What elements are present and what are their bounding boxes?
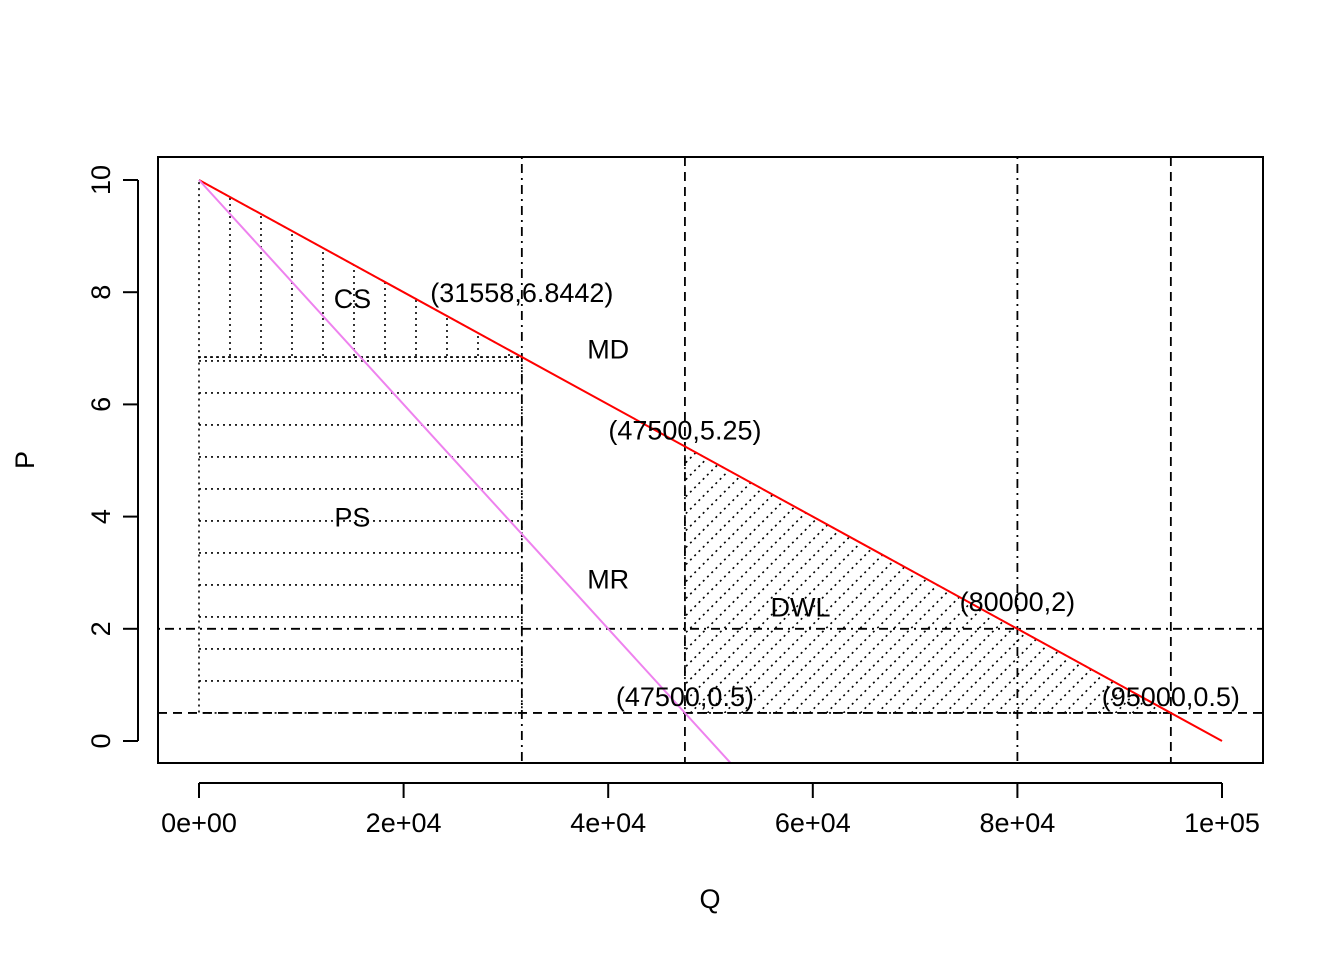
y-tick-label: 2 (86, 621, 116, 636)
dwl-hatch-line (927, 446, 1171, 713)
dwl-hatch-line (961, 446, 1171, 713)
annotation-label: (80000,2) (960, 587, 1076, 617)
annotation-label: MD (587, 334, 629, 364)
dwl-hatch-line (978, 446, 1171, 713)
dwl-hatch-line (1114, 446, 1171, 713)
y-axis-title: P (10, 451, 40, 469)
y-tick-label: 4 (86, 509, 116, 524)
dwl-hatch-line (859, 446, 1128, 713)
dwl-hatch-line (774, 446, 1043, 713)
dwl-hatch-line (684, 446, 873, 713)
dwl-hatch-line (1063, 446, 1171, 713)
dwl-hatching (684, 446, 1171, 713)
y-axis: 0 2 4 6 8 10 (86, 165, 139, 749)
dwl-hatch-line (842, 446, 1111, 713)
dwl-hatch-line (684, 446, 907, 713)
dwl-hatch-line (684, 446, 703, 713)
dwl-hatch-line (757, 446, 1026, 713)
dwl-hatch-line (1080, 446, 1171, 713)
plot-area (158, 157, 1263, 763)
dwl-hatch-line (684, 446, 805, 713)
x-tick-label: 8e+04 (979, 808, 1055, 838)
dwl-hatch-line (1097, 446, 1171, 713)
dwl-hatch-line (995, 446, 1171, 713)
x-tick-label: 6e+04 (775, 808, 851, 838)
x-axis-title: Q (699, 884, 720, 914)
dwl-hatch-line (1012, 446, 1171, 713)
dwl-hatch-line (684, 446, 771, 713)
annotation-label: (95000,0.5) (1102, 682, 1240, 712)
y-tick-label: 10 (86, 165, 116, 195)
dwl-hatch-line (684, 446, 890, 713)
annotation-label: PS (334, 503, 370, 533)
dwl-hatch-line (1046, 446, 1171, 713)
dwl-hatch-line (1131, 446, 1171, 713)
y-tick-label: 0 (86, 733, 116, 748)
dwl-region (684, 445, 1172, 714)
plot-frame (157, 156, 1264, 764)
cs-hatching (229, 180, 510, 358)
ps-region (198, 356, 523, 714)
dwl-hatch-line (808, 446, 1077, 713)
x-tick-label: 2e+04 (366, 808, 442, 838)
annotation-label: (47500,5.25) (608, 416, 761, 446)
x-tick-label: 4e+04 (570, 808, 646, 838)
ps-border (198, 356, 523, 714)
dwl-hatch-line (684, 446, 686, 713)
annotation-label: CS (334, 284, 372, 314)
series-mr-line (198, 179, 732, 763)
dwl-hatch-line (684, 446, 720, 713)
dwl-hatch-line (1029, 446, 1171, 713)
dwl-hatch-line (910, 446, 1171, 713)
x-tick-label: 0e+00 (161, 808, 237, 838)
dwl-hatch-line (706, 446, 975, 713)
dwl-hatch-line (1165, 446, 1171, 713)
dwl-hatch-line (1148, 446, 1171, 713)
dwl-hatch-line (723, 446, 992, 713)
dwl-hatch-line (825, 446, 1094, 713)
y-tick-label: 8 (86, 285, 116, 300)
dwl-hatch-line (791, 446, 1060, 713)
dwl-hatch-line (689, 446, 958, 713)
dwl-hatch-line (893, 446, 1162, 713)
dwl-hatch-line (684, 446, 788, 713)
annotation-label: (31558,6.8442) (430, 278, 613, 308)
annotation-label: MR (587, 564, 629, 594)
dwl-hatch-line (684, 446, 941, 713)
dwl-hatch-line (684, 446, 924, 713)
dwl-hatch-line (876, 446, 1145, 713)
annotation-label: DWL (771, 592, 831, 622)
x-axis: 0e+00 2e+04 4e+04 6e+04 8e+04 1e+05 (161, 782, 1260, 838)
x-tick-label: 1e+05 (1184, 808, 1260, 838)
dwl-hatch-line (740, 446, 1009, 713)
annotation-label: (47500,0.5) (616, 682, 754, 712)
series-md-line (198, 179, 1223, 742)
dwl-hatch-line (944, 446, 1171, 713)
y-tick-label: 6 (86, 397, 116, 412)
